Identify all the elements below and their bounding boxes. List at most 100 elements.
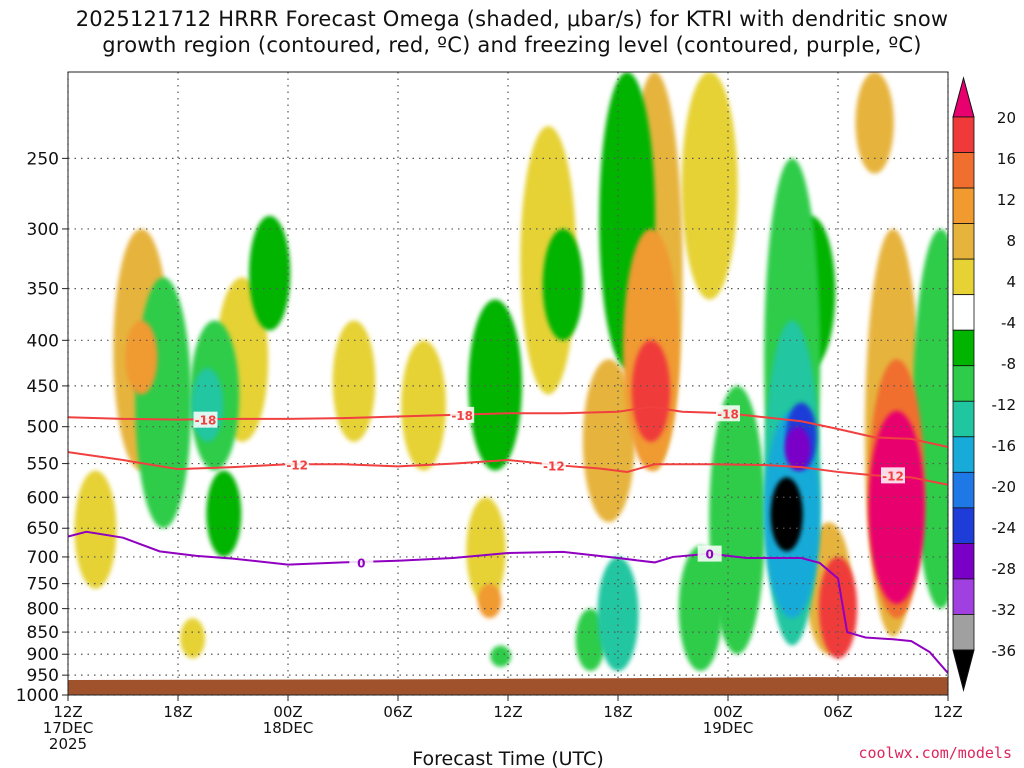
y-tick-label: 400: [27, 331, 59, 351]
colorbar-label: -12: [992, 396, 1017, 414]
omega-cell: [678, 545, 723, 672]
omega-cell: [631, 340, 671, 442]
contour-label--18: -18: [717, 407, 739, 421]
colorbar-top-arrow: [952, 76, 975, 118]
y-tick-label: 950: [27, 666, 59, 686]
contour-label-bg: [349, 554, 374, 571]
colorbar-swatch: [952, 436, 975, 473]
y-tick-label: 650: [27, 519, 59, 539]
contour-label-bg: [697, 545, 722, 562]
y-tick-label: 1000: [16, 686, 59, 706]
colorbar-label: 8: [1006, 232, 1016, 250]
omega-cell: [206, 470, 242, 557]
colorbar-label: -32: [992, 601, 1017, 619]
x-tick-label: 00Z: [273, 703, 302, 721]
y-tick-label: 900: [27, 645, 59, 665]
axes: 2503003504004505005506006507007508008509…: [16, 71, 963, 753]
contour-label--12: -12: [543, 460, 565, 474]
omega-cell: [490, 645, 512, 667]
terrain-fill: [68, 677, 948, 695]
omega-cell: [466, 497, 506, 604]
omega-cell: [582, 359, 635, 523]
contour-line-0: [68, 530, 948, 674]
omega-cell: [180, 618, 206, 659]
colorbar: 20 16 12 8 4 -4 -8 -12 -16 -20 -24 -28 -32 -36: [952, 76, 1017, 692]
omega-cell: [818, 556, 858, 659]
omega-cell: [401, 340, 446, 471]
contour-label-bg: [193, 411, 218, 428]
ground-terrain: [68, 677, 948, 695]
colorbar-swatch: [952, 543, 975, 580]
source-credit: coolwx.com/models: [858, 744, 1012, 762]
contour-label--12: -12: [882, 469, 904, 483]
colorbar-swatch: [952, 329, 975, 367]
x-tick-label: 19DEC: [703, 719, 754, 737]
y-tick-label: 350: [27, 280, 59, 300]
colorbar-label: 12: [997, 191, 1016, 209]
omega-cell: [249, 215, 291, 331]
omega-cell: [125, 320, 158, 395]
colorbar-swatch: [952, 365, 975, 402]
omega-cell: [597, 556, 639, 672]
colorbar-label: -28: [992, 560, 1017, 578]
y-tick-label: 600: [27, 488, 59, 508]
colorbar-label: -24: [992, 519, 1017, 537]
colorbar-swatch: [952, 294, 975, 331]
omega-cell: [868, 410, 925, 604]
omega-cell: [135, 277, 192, 529]
omega-cell: [477, 583, 502, 619]
contour-label-bg: [541, 457, 566, 474]
chart-title-line-2: growth region (contoured, red, ºC) and f…: [102, 33, 922, 57]
y-tick-label: 550: [27, 455, 59, 475]
colorbar-swatch: [952, 187, 975, 224]
y-tick-label: 750: [27, 575, 59, 595]
x-tick-label: 17DEC: [43, 719, 94, 737]
omega-cell: [191, 368, 224, 442]
colorbar-bottom-arrow: [952, 649, 975, 692]
contour-label-0: 0: [705, 548, 713, 562]
contour-label-0: 0: [357, 556, 365, 570]
chart-title: 2025121712 HRRR Forecast Omega (shaded, …: [0, 6, 1024, 58]
colorbar-swatch: [952, 471, 975, 509]
omega-cell: [681, 72, 738, 300]
x-tick-label: 06Z: [823, 703, 852, 721]
x-tick-label: 06Z: [383, 703, 412, 721]
omega-cell: [770, 477, 803, 552]
colorbar-swatch: [952, 400, 975, 438]
x-tick-label: 18Z: [603, 703, 632, 721]
colorbar-label: -20: [992, 478, 1017, 496]
omega-cell: [74, 470, 117, 589]
colorbar-label: -16: [992, 437, 1017, 455]
y-tick-label: 450: [27, 377, 59, 397]
y-tick-label: 700: [27, 548, 59, 568]
colorbar-swatch: [952, 507, 975, 544]
x-tick-label: 00Z: [713, 703, 742, 721]
y-tick-label: 500: [27, 418, 59, 438]
colorbar-label: -36: [992, 642, 1017, 660]
x-tick-label: 12Z: [493, 703, 522, 721]
x-tick-label: 2025: [49, 735, 87, 753]
omega-cell: [468, 299, 522, 471]
contour-layer: -18 -18 -18 -12 -12 -12 0 0: [68, 405, 948, 674]
chart-title-line-1: 2025121712 HRRR Forecast Omega (shaded, …: [75, 7, 949, 31]
omega-cell: [542, 228, 584, 341]
contour-label--18: -18: [195, 414, 217, 428]
colorbar-swatch: [952, 152, 975, 189]
x-tick-label: 12Z: [933, 703, 962, 721]
contour-label-bg: [881, 467, 905, 484]
colorbar-label: -8: [1001, 355, 1016, 373]
contour-label-bg: [285, 456, 310, 473]
y-tick-label: 800: [27, 600, 59, 620]
colorbar-swatch: [952, 116, 975, 153]
colorbar-swatch: [952, 223, 975, 260]
colorbar-swatch: [952, 258, 975, 296]
contour-label--12: -12: [286, 458, 308, 472]
colorbar-swatch: [952, 614, 975, 651]
x-tick-label: 18Z: [163, 703, 192, 721]
y-tick-label: 300: [27, 220, 59, 240]
omega-cell: [855, 72, 894, 174]
colorbar-swatch: [952, 578, 975, 615]
x-axis-label: Forecast Time (UTC): [412, 748, 603, 768]
omega-cell: [332, 320, 376, 442]
